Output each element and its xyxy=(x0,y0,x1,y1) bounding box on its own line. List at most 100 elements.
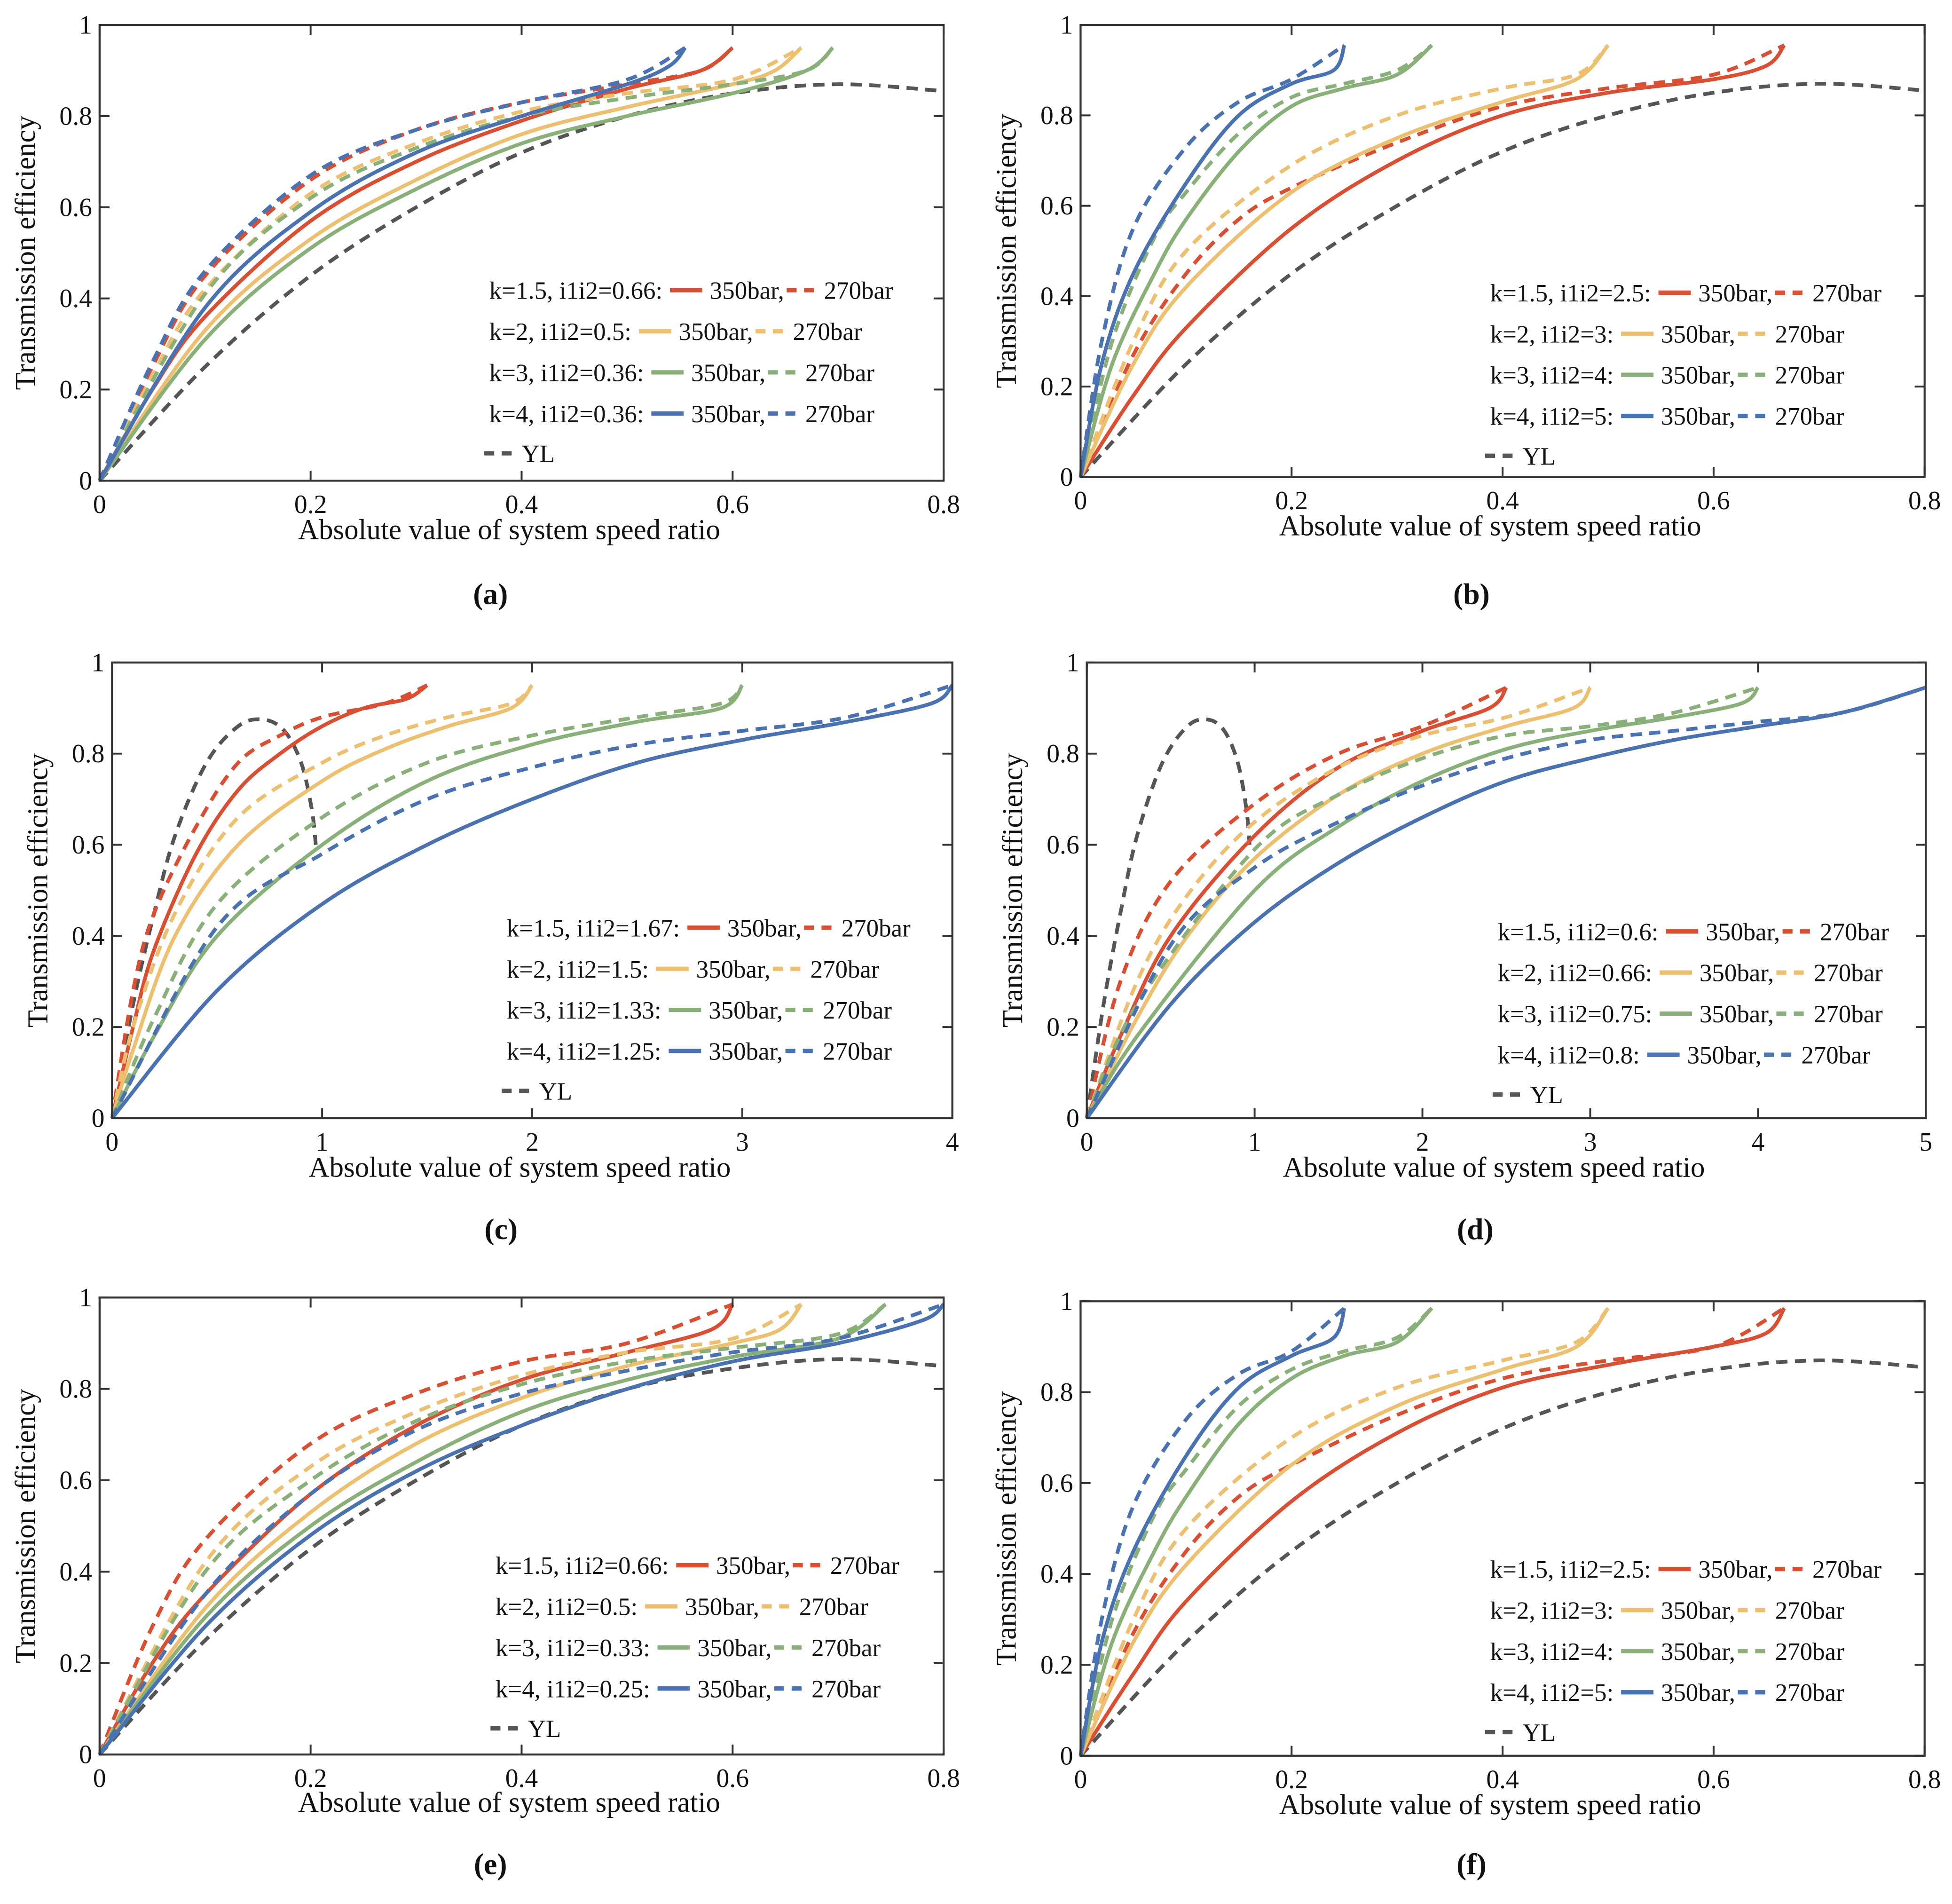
legend-270bar-label: 270bar xyxy=(830,1552,899,1580)
y-tick-label: 0.4 xyxy=(59,284,92,313)
series-group xyxy=(1078,43,1925,479)
x-axis-label: Absolute value of system speed ratio xyxy=(309,1152,731,1183)
y-tick-label: 0 xyxy=(92,1104,105,1133)
legend-350bar-label: 350bar, xyxy=(1706,918,1780,946)
legend-entry: k=3, i1i2=0.36: 350bar, 270bar xyxy=(489,359,875,387)
legend-entry: k=1.5, i1i2=0.66: 350bar, 270bar xyxy=(489,277,893,305)
y-tick-label: 0 xyxy=(1060,463,1073,492)
y-tick-label: 0.8 xyxy=(59,102,92,131)
legend-270bar-label: 270bar xyxy=(1775,362,1844,389)
legend-label: k=2, i1i2=0.5: xyxy=(496,1594,638,1621)
series-line-k-2-270bar xyxy=(1085,686,1591,1119)
legend-270bar-label: 270bar xyxy=(1775,1597,1844,1624)
legend-entry: k=4, i1i2=1.25: 350bar, 270bar xyxy=(507,1038,892,1066)
legend-label: k=4, i1i2=0.25: xyxy=(496,1675,650,1703)
legend-label: k=4, i1i2=0.36: xyxy=(489,401,644,428)
series-line-k-1_5-350bar xyxy=(98,1303,734,1756)
legend-entry: k=2, i1i2=3: 350bar, 270bar xyxy=(1490,321,1845,348)
legend-entry: k=4, i1i2=5: 350bar, 270bar xyxy=(1490,403,1845,430)
y-tick-label: 0.4 xyxy=(1047,922,1079,951)
x-tick-label: 0.8 xyxy=(1908,1765,1941,1794)
y-axis-label: Transmission efficiency xyxy=(10,115,41,390)
series-line-k-4-270bar xyxy=(1078,1306,1346,1756)
y-axis-label: Transmission efficiency xyxy=(991,113,1023,388)
series-line-k-3-350bar xyxy=(98,1303,887,1756)
series-line-k-2-270bar xyxy=(1078,44,1610,478)
y-tick-label: 0.2 xyxy=(72,1013,105,1042)
series-line-k-3-350bar xyxy=(1078,44,1433,478)
x-tick-label: 0 xyxy=(1074,486,1087,515)
x-tick-label: 0 xyxy=(1080,1128,1094,1157)
series-line-k-4-270bar xyxy=(98,1303,945,1756)
legend-label: k=1.5, i1i2=1.67: xyxy=(507,915,680,942)
legend-350bar-label: 350bar, xyxy=(1698,280,1772,307)
y-tick-label: 0 xyxy=(79,466,92,496)
panel-f: 0 0.2 0.4 0.6 0.8 0 0.2 0.4 0.6 0.8 1 Absolute valu… xyxy=(991,1287,1941,1881)
legend-270bar-label: 270bar xyxy=(823,997,892,1024)
y-tick-label: 0 xyxy=(79,1740,92,1770)
legend-270bar-label: 270bar xyxy=(1775,1679,1844,1706)
legend-270bar-label: 270bar xyxy=(824,277,893,305)
y-tick-label: 0.2 xyxy=(59,1649,92,1678)
legend-350bar-label: 350bar, xyxy=(727,915,802,942)
y-tick-label: 1 xyxy=(79,1283,92,1312)
x-axis-label: Absolute value of system speed ratio xyxy=(1279,511,1701,542)
legend: k=1.5, i1i2=1.67: 350bar, 270bar k=2, i1i2=… xyxy=(502,915,911,1105)
series-line-k-3-350bar xyxy=(98,46,834,482)
panel-caption: (c) xyxy=(485,1212,518,1246)
legend-label: k=3, i1i2=0.75: xyxy=(1497,1001,1652,1028)
legend-label: k=1.5, i1i2=0.6: xyxy=(1497,918,1658,946)
legend-270bar-label: 270bar xyxy=(799,1594,868,1621)
legend-270bar-label: 270bar xyxy=(1820,918,1889,946)
legend-350bar-label: 350bar, xyxy=(708,1038,783,1066)
x-tick-label: 2 xyxy=(1416,1128,1429,1157)
x-tick-label: 0.2 xyxy=(1275,1765,1308,1794)
panel-e: 0 0.2 0.4 0.6 0.8 0 0.2 0.4 0.6 0.8 1 Absolute valu… xyxy=(10,1283,960,1880)
y-tick-label: 0.2 xyxy=(1040,372,1073,402)
series-line-k-2-350bar xyxy=(98,46,803,482)
x-tick-label: 4 xyxy=(946,1128,959,1157)
x-tick-label: 0 xyxy=(105,1128,118,1157)
series-line-k-4-350bar xyxy=(1078,1307,1346,1756)
y-tick-label: 0.8 xyxy=(1040,1378,1073,1407)
y-axis-label: Transmission efficiency xyxy=(10,1389,41,1663)
y-tick-label: 0.4 xyxy=(1040,282,1073,311)
legend-label: k=4, i1i2=0.8: xyxy=(1497,1042,1639,1069)
series-line-k-2-350bar xyxy=(1085,686,1592,1119)
legend-270bar-label: 270bar xyxy=(1814,1001,1883,1028)
y-tick-label: 0.6 xyxy=(72,830,105,860)
legend-entry: k=3, i1i2=1.33: 350bar, 270bar xyxy=(507,997,892,1024)
y-tick-label: 0.6 xyxy=(1047,830,1079,860)
series-line-k-3-350bar xyxy=(110,684,744,1119)
x-tick-label: 0.8 xyxy=(1908,486,1941,515)
series-line-k-1_5-350bar xyxy=(110,683,428,1119)
series-line-k-4-270bar xyxy=(1078,43,1346,477)
legend-350bar-label: 350bar, xyxy=(1661,321,1735,348)
panel-b: 0 0.2 0.4 0.6 0.8 0 0.2 0.4 0.6 0.8 1 Absolute valu… xyxy=(991,11,1941,611)
series-line-k-4-350bar xyxy=(98,46,687,482)
legend-label: k=4, i1i2=5: xyxy=(1490,1679,1614,1706)
legend-entry-yl: YL xyxy=(484,441,555,468)
legend-entry-yl: YL xyxy=(1492,1082,1563,1109)
legend-label: k=3, i1i2=1.33: xyxy=(507,997,661,1024)
series-line-k-3-270bar xyxy=(98,46,834,482)
legend-label: k=4, i1i2=1.25: xyxy=(507,1038,661,1066)
legend-270bar-label: 270bar xyxy=(805,401,874,428)
series-line-k-3-270bar xyxy=(110,684,744,1119)
x-tick-label: 0 xyxy=(1074,1765,1087,1794)
legend-label: k=1.5, i1i2=2.5: xyxy=(1490,1556,1651,1583)
legend-350bar-label: 350bar, xyxy=(697,1635,771,1662)
legend-entry: k=2, i1i2=1.5: 350bar, 270bar xyxy=(507,956,880,983)
legend-label: k=3, i1i2=4: xyxy=(1490,362,1614,389)
series-line-k-2-350bar xyxy=(1078,1307,1610,1757)
legend-entry-yl: YL xyxy=(502,1078,572,1105)
panel-caption: (a) xyxy=(473,577,508,610)
legend-270bar-label: 270bar xyxy=(1775,1638,1844,1666)
legend-350bar-label: 350bar, xyxy=(697,1675,771,1703)
y-tick-label: 1 xyxy=(79,11,92,40)
series-group xyxy=(1085,686,1927,1120)
panel-caption: (f) xyxy=(1456,1847,1487,1880)
legend-350bar-label: 350bar, xyxy=(1661,1679,1735,1706)
